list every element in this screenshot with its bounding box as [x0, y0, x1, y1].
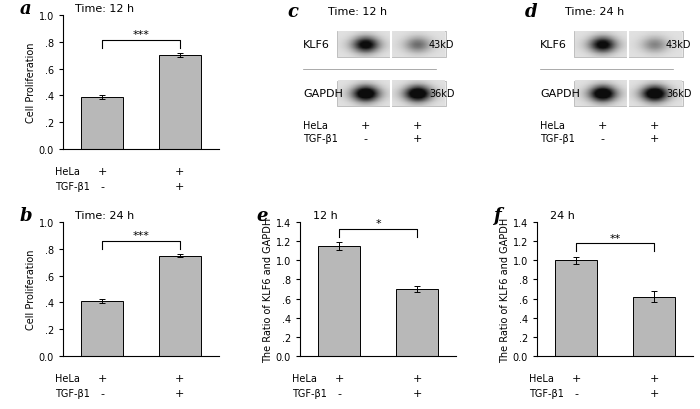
Text: 43kD: 43kD — [666, 40, 692, 50]
Text: HeLa: HeLa — [55, 167, 80, 177]
Text: +: + — [335, 373, 344, 383]
Text: -: - — [100, 182, 104, 191]
Y-axis label: The Ratio of KLF6 and GAPDH: The Ratio of KLF6 and GAPDH — [500, 217, 510, 362]
Text: 36kD: 36kD — [666, 89, 692, 99]
Text: HeLa: HeLa — [55, 373, 80, 383]
Text: b: b — [20, 207, 32, 225]
Text: +: + — [412, 121, 421, 131]
Bar — [318, 247, 360, 356]
Text: KLF6: KLF6 — [540, 40, 567, 50]
Text: *: * — [375, 219, 381, 229]
Text: Time: 12 h: Time: 12 h — [76, 4, 134, 14]
Text: +: + — [360, 121, 370, 131]
Text: TGF-β1: TGF-β1 — [292, 388, 327, 398]
Text: -: - — [363, 134, 368, 144]
Text: +: + — [175, 182, 185, 191]
Text: f: f — [494, 207, 501, 225]
Text: HeLa: HeLa — [540, 121, 565, 131]
Text: +: + — [175, 167, 185, 177]
Text: +: + — [175, 373, 185, 383]
Text: +: + — [412, 388, 421, 398]
Bar — [633, 297, 676, 356]
Bar — [574, 81, 683, 107]
Text: HeLa: HeLa — [292, 373, 317, 383]
Text: 43kD: 43kD — [429, 40, 454, 50]
Text: GAPDH: GAPDH — [303, 89, 343, 99]
Text: a: a — [20, 0, 31, 18]
Y-axis label: The Ratio of KLF6 and GAPDH: The Ratio of KLF6 and GAPDH — [262, 217, 273, 362]
Bar — [554, 261, 598, 356]
Bar — [337, 32, 446, 58]
Text: +: + — [97, 167, 106, 177]
Text: ***: *** — [132, 230, 149, 240]
Bar — [80, 301, 123, 356]
Text: Time: 12 h: Time: 12 h — [328, 7, 387, 17]
Text: TGF-β1: TGF-β1 — [303, 134, 338, 144]
Text: Time: 24 h: Time: 24 h — [565, 7, 624, 17]
Text: TGF-β1: TGF-β1 — [55, 182, 90, 191]
Text: c: c — [288, 3, 299, 21]
Text: d: d — [524, 3, 537, 21]
Text: +: + — [412, 373, 421, 383]
Text: TGF-β1: TGF-β1 — [55, 388, 90, 398]
Bar — [158, 256, 202, 356]
Y-axis label: Cell Proliferation: Cell Proliferation — [26, 43, 36, 123]
Bar — [395, 289, 438, 356]
Text: -: - — [100, 388, 104, 398]
Text: +: + — [650, 134, 659, 144]
Text: **: ** — [610, 233, 621, 243]
Text: -: - — [337, 388, 341, 398]
Text: +: + — [598, 121, 607, 131]
Text: TGF-β1: TGF-β1 — [529, 388, 564, 398]
Text: 12 h: 12 h — [312, 211, 337, 220]
Bar — [337, 81, 446, 107]
Text: +: + — [650, 388, 659, 398]
Text: GAPDH: GAPDH — [540, 89, 580, 99]
Text: HeLa: HeLa — [529, 373, 554, 383]
Text: 24 h: 24 h — [550, 211, 575, 220]
Text: HeLa: HeLa — [303, 121, 328, 131]
Text: +: + — [650, 373, 659, 383]
Text: +: + — [650, 121, 659, 131]
Text: +: + — [175, 388, 185, 398]
Text: -: - — [574, 388, 578, 398]
Text: KLF6: KLF6 — [303, 40, 330, 50]
Text: +: + — [412, 134, 421, 144]
Text: TGF-β1: TGF-β1 — [540, 134, 575, 144]
Text: ***: *** — [132, 30, 149, 40]
Bar — [80, 98, 123, 149]
Text: 36kD: 36kD — [429, 89, 454, 99]
Y-axis label: Cell Proliferation: Cell Proliferation — [26, 249, 36, 329]
Text: +: + — [97, 373, 106, 383]
Bar — [158, 56, 202, 149]
Bar — [574, 32, 683, 58]
Text: -: - — [601, 134, 605, 144]
Text: e: e — [256, 207, 268, 225]
Text: Time: 24 h: Time: 24 h — [76, 211, 134, 220]
Text: +: + — [571, 373, 581, 383]
